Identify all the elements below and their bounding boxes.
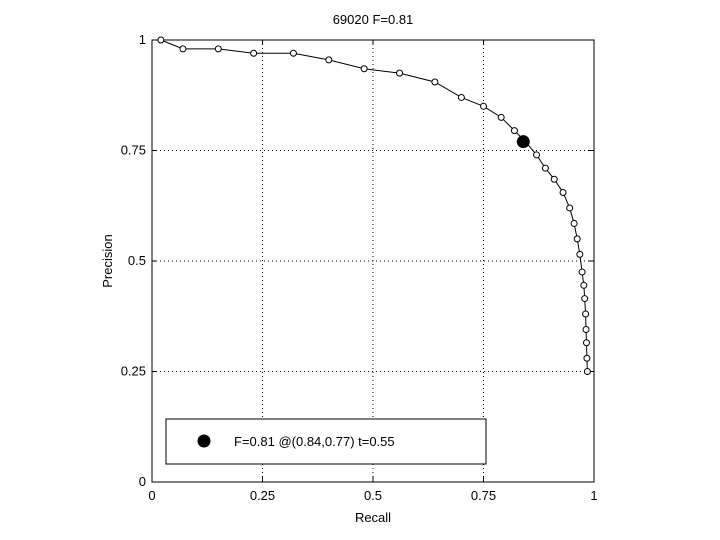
pr-curve-point: [550, 175, 558, 183]
pr-curve-point: [533, 151, 541, 159]
x-tick-label: 0.5: [364, 488, 382, 503]
pr-curve-point: [578, 268, 586, 276]
pr-curve-point: [582, 339, 590, 347]
x-axis-label: Recall: [355, 510, 391, 525]
pr-curve-point: [480, 102, 487, 110]
pr-curve-point: [250, 49, 258, 57]
pr-curve-point: [570, 219, 578, 227]
pr-curve-point: [582, 326, 590, 334]
series: [157, 36, 591, 375]
pr-curve-point: [289, 49, 297, 57]
pr-curve-point: [583, 368, 591, 375]
pr-curve-point: [497, 113, 505, 121]
pr-curve-point: [396, 69, 404, 77]
pr-curve-point: [214, 45, 222, 53]
pr-curve-point: [576, 250, 584, 258]
pr-curve-point: [541, 164, 549, 172]
pr-curve-point: [179, 45, 187, 53]
best-f-point: [516, 135, 530, 149]
legend: F=0.81 @(0.84,0.77) t=0.55: [165, 418, 487, 465]
pr-curve-point: [431, 78, 439, 86]
y-tick-label: 0.75: [121, 143, 146, 158]
x-tick-label: 1: [590, 488, 597, 503]
x-tick-label: 0: [148, 488, 155, 503]
pr-curve-point: [582, 310, 590, 318]
pr-curve-point: [360, 65, 368, 73]
y-tick-label: 1: [139, 32, 146, 47]
pr-curve-point: [581, 295, 589, 303]
y-tick-label: 0: [139, 474, 146, 489]
pr-curve-point: [559, 188, 567, 196]
pr-curve-point: [580, 281, 588, 289]
chart-title: 69020 F=0.81: [333, 12, 414, 27]
legend-box: [165, 418, 487, 465]
legend-label: F=0.81 @(0.84,0.77) t=0.55: [234, 434, 395, 449]
axis-ticks: 0 0.25 0.5 0.75 1 0 0.25 0.5 0.75 1: [121, 32, 598, 503]
pr-curve-point: [457, 93, 465, 101]
x-tick-label: 0.75: [471, 488, 496, 503]
pr-curve-point: [157, 36, 165, 44]
x-tick-label: 0.25: [250, 488, 275, 503]
pr-curve-point: [510, 127, 518, 135]
pr-curve-point: [583, 354, 591, 362]
grid: [152, 40, 594, 482]
y-axis-label: Precision: [100, 234, 115, 287]
y-tick-label: 0.25: [121, 364, 146, 379]
pr-curve-point: [566, 204, 574, 212]
legend-marker: [197, 434, 211, 448]
pr-curve-point: [573, 235, 581, 243]
y-tick-label: 0.5: [128, 253, 146, 268]
pr-curve-point: [325, 56, 333, 64]
